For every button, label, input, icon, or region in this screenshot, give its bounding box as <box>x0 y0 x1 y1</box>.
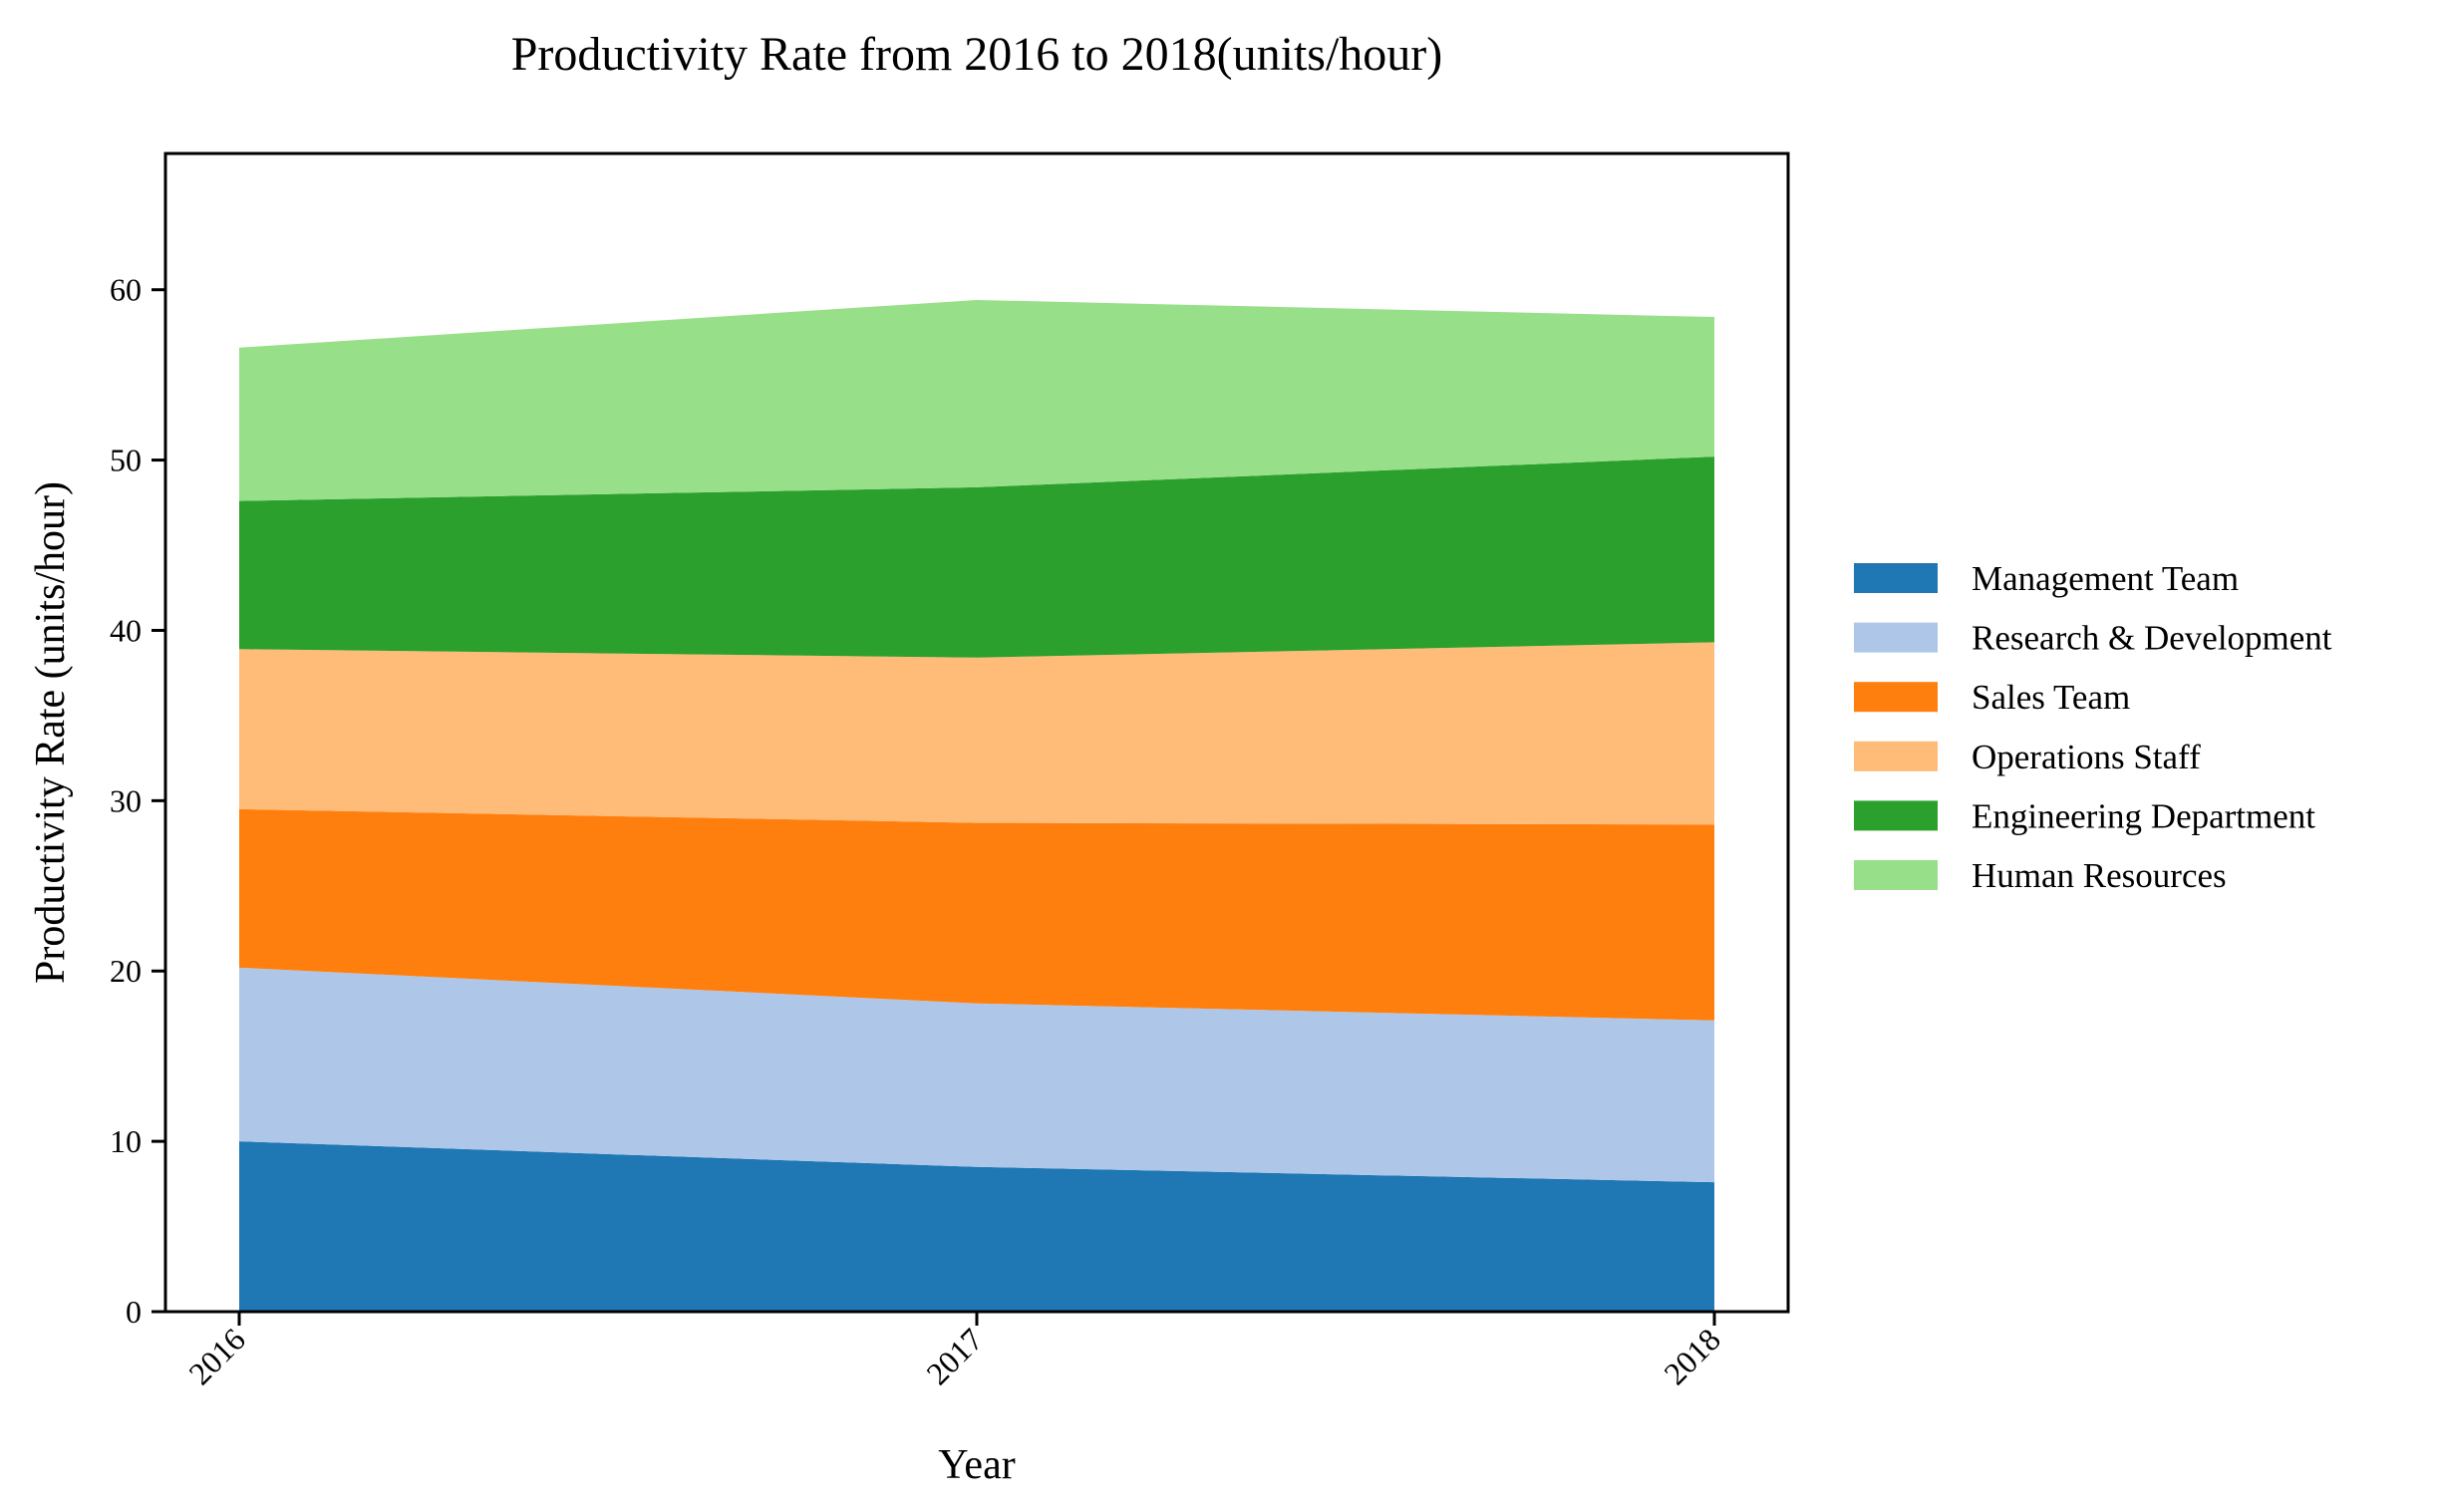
y-tick-label: 0 <box>126 1294 142 1330</box>
x-tick-label: 2016 <box>181 1321 252 1391</box>
legend-label: Engineering Department <box>1972 796 2315 835</box>
x-axis-label: Year <box>938 1442 1015 1488</box>
legend-swatch <box>1854 741 1938 771</box>
area-series-3 <box>239 642 1714 825</box>
area-series-1 <box>239 967 1714 1183</box>
area-series-0 <box>239 1141 1714 1312</box>
y-tick-label: 30 <box>110 782 142 818</box>
area-series-4 <box>239 456 1714 658</box>
legend-swatch <box>1854 860 1938 890</box>
y-axis-label: Productivity Rate (units/hour) <box>28 481 74 984</box>
y-tick-label: 10 <box>110 1123 142 1159</box>
x-axis-ticks: 2016 2017 2018 <box>181 1312 1727 1391</box>
legend-label: Research & Development <box>1972 619 2332 658</box>
legend-swatch <box>1854 800 1938 831</box>
legend-label: Operations Staff <box>1972 738 2201 776</box>
area-series-2 <box>239 808 1714 1021</box>
chart-title: Productivity Rate from 2016 to 2018(unit… <box>511 28 1443 81</box>
area-series-5 <box>239 299 1714 501</box>
y-tick-label: 40 <box>110 612 142 648</box>
legend-label: Management Team <box>1972 559 2239 598</box>
legend-label: Sales Team <box>1972 678 2130 717</box>
x-tick-label: 2018 <box>1657 1321 1727 1391</box>
legend: Management Team Research & Development Sal… <box>1854 559 2332 895</box>
area-layers <box>239 299 1714 1312</box>
legend-swatch <box>1854 563 1938 593</box>
y-tick-label: 50 <box>110 443 142 478</box>
legend-label: Human Resources <box>1972 856 2227 895</box>
legend-swatch <box>1854 682 1938 713</box>
y-axis-ticks: 0 10 20 30 40 50 60 <box>110 272 165 1330</box>
y-tick-label: 20 <box>110 953 142 989</box>
y-tick-label: 60 <box>110 272 142 308</box>
legend-swatch <box>1854 622 1938 653</box>
x-tick-label: 2017 <box>919 1321 990 1391</box>
